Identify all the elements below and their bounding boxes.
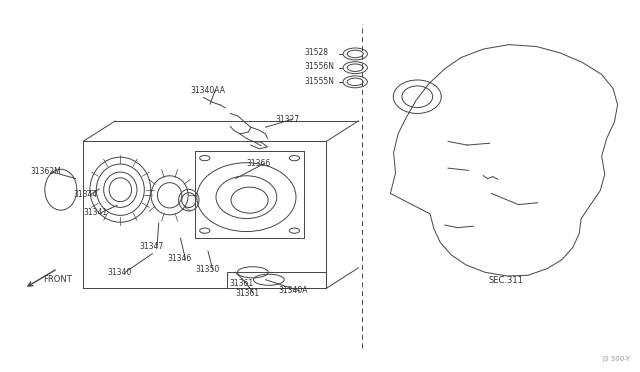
Text: 31340AA: 31340AA (191, 86, 226, 94)
Text: 31341: 31341 (83, 208, 108, 217)
Text: 31361: 31361 (236, 289, 260, 298)
Text: J3 300-Y: J3 300-Y (602, 356, 630, 362)
Text: 31362M: 31362M (31, 167, 61, 176)
Text: 31347: 31347 (140, 242, 164, 251)
Text: 31350: 31350 (195, 265, 220, 274)
Text: 31556N: 31556N (304, 62, 334, 71)
Text: 31366: 31366 (246, 159, 271, 168)
Text: 31346: 31346 (168, 254, 192, 263)
Text: 31327: 31327 (275, 115, 300, 124)
Text: 31528: 31528 (304, 48, 328, 57)
Text: 31555N: 31555N (304, 77, 334, 86)
Text: 31340A: 31340A (278, 286, 308, 295)
Text: 31344: 31344 (74, 190, 98, 199)
Text: SEC.311: SEC.311 (488, 276, 523, 285)
Text: 31361: 31361 (229, 279, 253, 288)
Text: 31340: 31340 (108, 268, 132, 277)
Text: FRONT: FRONT (44, 275, 72, 284)
